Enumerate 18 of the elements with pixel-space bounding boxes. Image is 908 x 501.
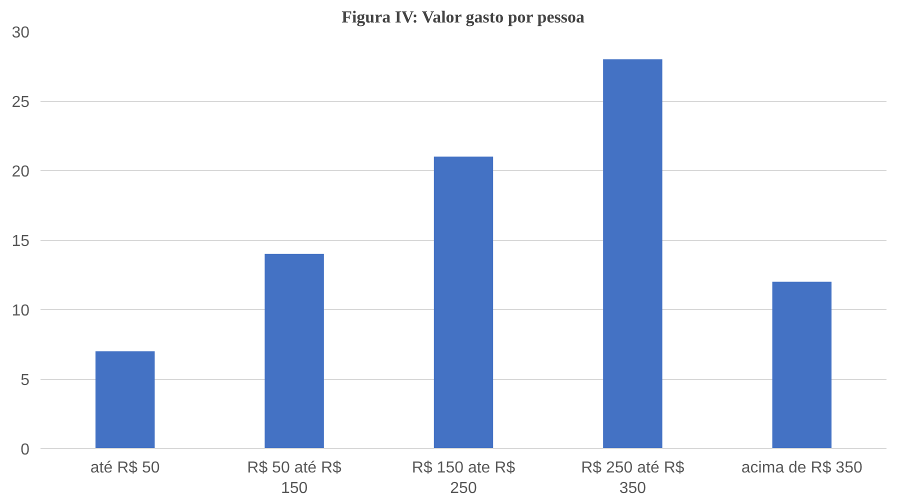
bar	[264, 254, 324, 448]
y-tick-label: 10	[12, 302, 30, 320]
y-tick-label: 0	[20, 442, 30, 458]
x-tick-label: R$ 150 ate R$ 250	[412, 460, 516, 497]
x-tick-label: R$ 250 até R$ 350	[581, 460, 684, 497]
x-tick-label: R$ 50 até R$ 150	[247, 460, 342, 497]
y-tick-label: 30	[12, 24, 30, 42]
y-tick-label: 25	[12, 94, 30, 111]
bar	[434, 156, 494, 448]
bar	[772, 282, 832, 448]
y-tick-label: 20	[12, 164, 30, 180]
x-tick-label: até R$ 50	[90, 460, 160, 476]
x-tick-label: acima de R$ 350	[741, 460, 862, 476]
y-tick-label: 15	[12, 233, 30, 250]
bar	[95, 351, 155, 448]
chart-title: Figura IV: Valor gasto por pessoa	[342, 8, 585, 26]
bar	[603, 59, 662, 448]
y-tick-label: 5	[20, 372, 30, 389]
